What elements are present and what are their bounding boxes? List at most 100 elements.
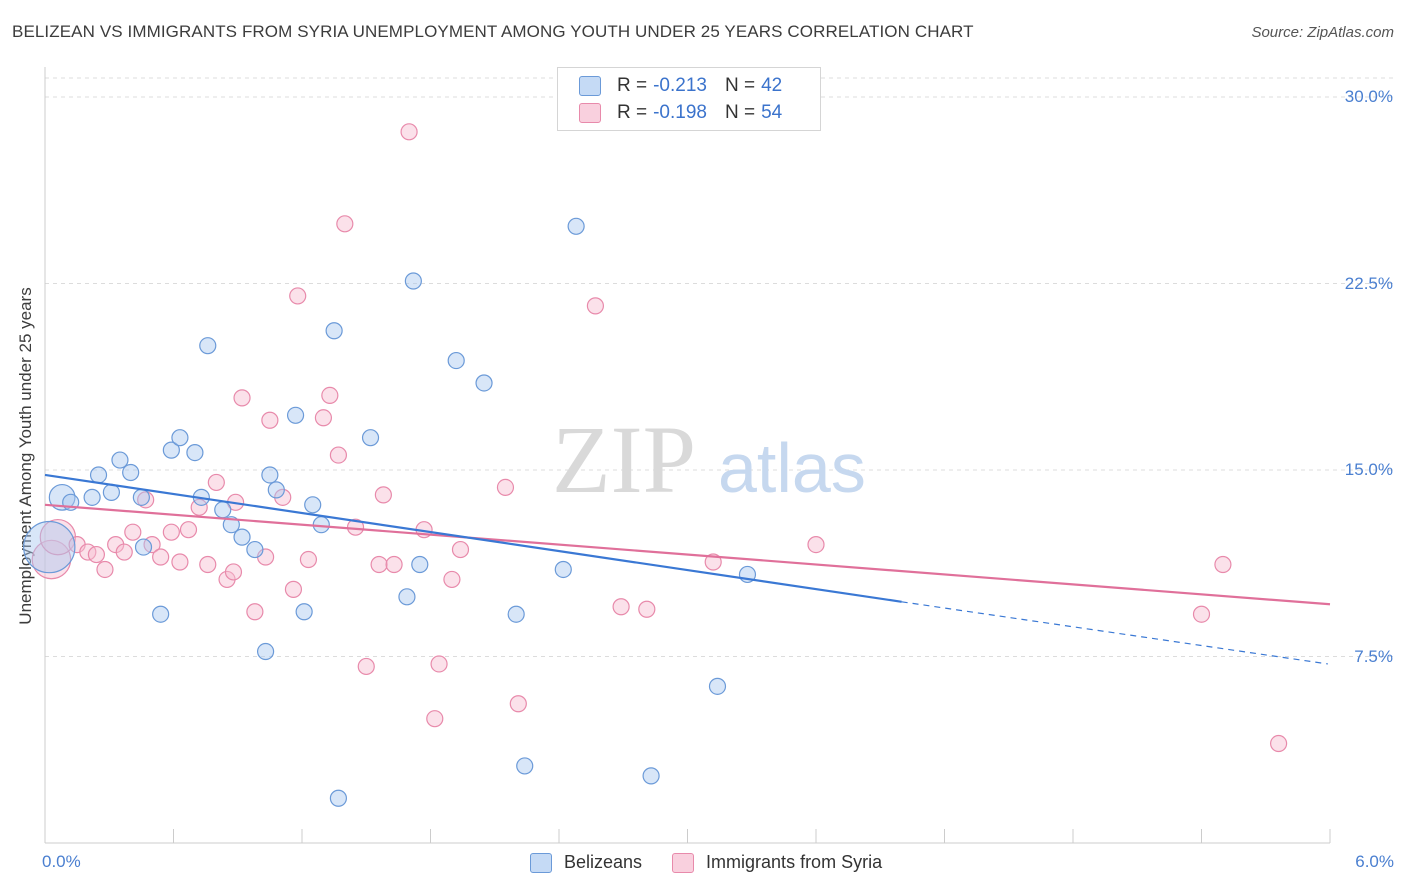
point-syria [284,580,303,598]
point-belizeans [304,496,322,514]
point-belizeans [222,516,240,534]
point-syria [299,550,318,569]
point-syria [224,563,243,581]
point-syria [357,657,375,676]
point-syria [370,555,388,574]
series-legend: Belizeans Immigrants from Syria [530,852,912,873]
point-syria [704,553,722,571]
point-belizeans [398,588,416,606]
point-belizeans [83,488,101,506]
legend-item-syria[interactable]: Immigrants from Syria [672,852,882,873]
point-syria [1214,555,1232,574]
point-syria [321,386,339,404]
point-syria [152,548,170,566]
y-tick-label: 22.5% [1344,273,1393,293]
legend-item-belizeans[interactable]: Belizeans [530,852,642,873]
point-syria [31,539,72,580]
point-syria [374,486,392,504]
point-syria [400,123,418,141]
point-belizeans [233,528,251,546]
point-belizeans [411,555,429,574]
point-belizeans [286,406,305,424]
point-syria [336,215,354,233]
point-syria [115,543,133,561]
series-pink-points [31,123,1288,753]
point-belizeans [567,217,585,235]
point-syria [1192,605,1211,623]
point-syria [1269,734,1288,753]
legend-n-value: 42 [761,75,783,96]
x-tick-label: 6.0% [1355,852,1394,871]
point-belizeans [256,642,275,661]
point-belizeans [152,605,170,623]
legend-row-belizeans: R = -0.213 N = 42 [579,74,783,98]
legend-swatch-syria [672,852,695,873]
point-belizeans [507,605,525,623]
point-syria [314,409,333,427]
point-syria [179,521,198,539]
point-syria [246,603,264,621]
legend-n-label: N = [724,75,756,96]
point-belizeans [554,560,572,579]
point-belizeans [134,538,153,556]
trend-lines [44,473,1331,665]
point-syria [451,540,470,559]
point-belizeans [186,443,204,462]
point-syria [807,535,825,554]
point-belizeans [361,429,380,447]
point-syria [233,389,251,407]
point-syria [385,555,403,574]
axes [44,67,1331,844]
legend-label-syria: Immigrants from Syria [706,852,883,872]
point-syria [509,695,527,713]
series-blue-points [23,217,757,807]
point-belizeans [642,767,660,785]
point-syria [199,555,217,574]
y-tick-label: 30.0% [1344,87,1393,106]
legend-label-belizeans: Belizeans [564,852,643,872]
legend-r-value: -0.213 [653,75,707,96]
point-belizeans [199,337,217,355]
legend-r-label: R = [617,102,648,123]
point-belizeans [171,429,189,447]
trend-line-belizeans-extension [901,601,1328,665]
y-tick-label: 7.5% [1354,646,1393,666]
point-belizeans [475,374,493,392]
legend-swatch-belizeans [530,852,552,873]
point-belizeans [162,441,180,459]
point-syria [261,411,279,429]
point-syria [496,478,515,497]
watermark-atlas: atlas [718,429,866,507]
point-syria [171,553,189,571]
point-syria [124,523,142,541]
point-belizeans [261,466,279,484]
point-syria [443,570,461,589]
point-belizeans [708,677,727,695]
watermark: ZIP atlas [552,406,866,513]
chart-title: BELIZEAN VS IMMIGRANTS FROM SYRIA UNEMPL… [12,22,974,41]
point-belizeans [447,351,465,370]
point-syria [96,560,114,579]
point-belizeans [102,483,120,501]
point-syria [638,600,656,618]
point-syria [426,710,444,728]
point-belizeans [122,463,140,482]
point-belizeans [23,520,76,574]
point-belizeans [214,501,232,519]
point-belizeans [89,466,108,484]
point-syria [612,598,630,616]
chart-source: Source: ZipAtlas.com [1251,24,1394,41]
point-syria [430,655,448,673]
point-syria [162,523,180,541]
legend-n-value: 54 [761,102,783,123]
point-belizeans [325,322,343,340]
point-syria [207,473,225,492]
point-belizeans [329,789,348,807]
trend-line-syria [44,503,1331,606]
point-belizeans [404,272,422,290]
legend-swatch-pink [579,103,601,123]
legend-row-syria: R = -0.198 N = 54 [579,101,783,125]
correlation-legend: R = -0.213 N = 42 R = -0.198 N = 54 [557,67,821,131]
point-belizeans [111,451,129,469]
x-tick-label: 0.0% [42,852,81,871]
